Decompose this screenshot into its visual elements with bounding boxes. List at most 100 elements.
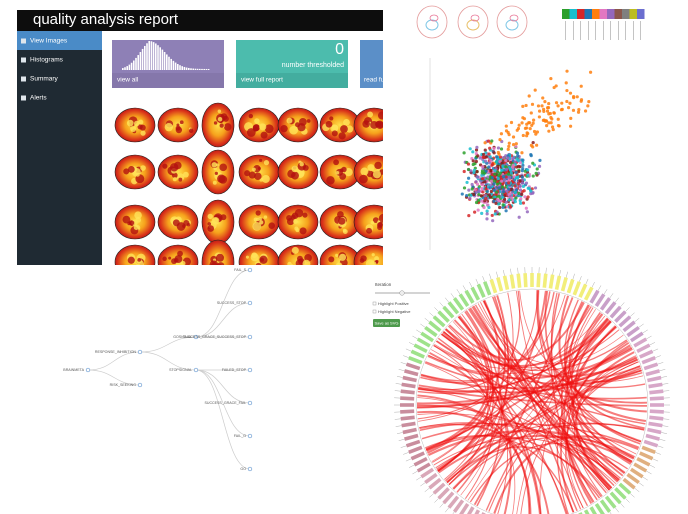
chord-segment[interactable] — [647, 375, 662, 383]
chord-segment[interactable] — [466, 506, 475, 514]
chord-segment[interactable] — [589, 289, 600, 304]
chord-segment[interactable] — [516, 273, 522, 288]
chord-segment[interactable] — [437, 310, 450, 323]
chord-segment[interactable] — [647, 427, 662, 435]
chord-segment[interactable] — [629, 467, 644, 479]
tree-node[interactable] — [247, 267, 253, 273]
chord-segment[interactable] — [416, 462, 431, 473]
chord-segment[interactable] — [459, 502, 470, 514]
chord-segment[interactable] — [645, 433, 660, 441]
chord-segment[interactable] — [408, 445, 423, 454]
chord-segment[interactable] — [428, 477, 442, 490]
card-link[interactable]: read full — [364, 77, 388, 84]
chord-segment[interactable] — [424, 325, 438, 338]
chord-segment[interactable] — [622, 320, 636, 333]
chord-segment[interactable] — [502, 275, 510, 290]
sidebar-item[interactable]: View Images — [30, 38, 68, 45]
chord-segment[interactable] — [578, 283, 588, 298]
chord-segment[interactable] — [649, 415, 664, 421]
chord-segment[interactable] — [447, 301, 460, 315]
chord-segment[interactable] — [560, 277, 568, 292]
chord-segment[interactable] — [424, 472, 438, 485]
chord-segment[interactable] — [583, 286, 594, 301]
chord-segment[interactable] — [408, 356, 423, 365]
tree-node[interactable] — [193, 367, 199, 373]
chord-segment[interactable] — [604, 495, 617, 509]
chord-segment[interactable] — [609, 491, 622, 505]
chord-segment[interactable] — [437, 487, 450, 500]
chord-segment[interactable] — [618, 482, 632, 495]
chord-segment[interactable] — [554, 275, 562, 290]
chord-segment[interactable] — [405, 362, 421, 371]
chord-segment[interactable] — [649, 396, 664, 401]
tree-node[interactable] — [137, 382, 143, 388]
chord-segment[interactable] — [405, 439, 421, 448]
chord-segment[interactable] — [614, 487, 627, 500]
chord-segment[interactable] — [633, 337, 648, 348]
chord-segment[interactable] — [583, 509, 592, 514]
chord-segment[interactable] — [604, 301, 617, 315]
tree-node[interactable] — [247, 367, 253, 373]
chord-segment[interactable] — [643, 439, 659, 448]
chord-segment[interactable] — [472, 509, 481, 514]
chord-segment[interactable] — [496, 277, 504, 292]
chord-segment[interactable] — [413, 343, 428, 354]
chord-segment[interactable] — [458, 293, 470, 308]
tree-node[interactable] — [247, 334, 253, 340]
chord-segment[interactable] — [626, 325, 640, 338]
chord-segment[interactable] — [489, 278, 498, 294]
chord-segment[interactable] — [648, 421, 663, 428]
chord-segment[interactable] — [402, 427, 417, 435]
chord-segment[interactable] — [645, 369, 660, 377]
chord-segment[interactable] — [614, 310, 627, 323]
chord-segment[interactable] — [452, 297, 465, 311]
chord-segment[interactable] — [618, 315, 632, 328]
checkbox[interactable] — [372, 301, 377, 306]
chord-segment[interactable] — [410, 349, 425, 359]
chord-segment[interactable] — [649, 389, 664, 395]
chord-segment[interactable] — [400, 389, 415, 395]
save-button[interactable] — [373, 319, 400, 327]
chord-segment[interactable] — [400, 396, 415, 401]
chord-segment[interactable] — [420, 467, 435, 479]
chord-segment[interactable] — [636, 456, 651, 467]
tree-node[interactable] — [137, 349, 143, 355]
chord-segment[interactable] — [483, 281, 492, 296]
chord-segment[interactable] — [470, 286, 481, 301]
chord-segment[interactable] — [402, 375, 417, 383]
chord-segment[interactable] — [639, 451, 654, 461]
chord-segment[interactable] — [509, 274, 516, 289]
chord-segment[interactable] — [432, 482, 446, 495]
chord-segment[interactable] — [416, 337, 431, 348]
chord-segment[interactable] — [447, 495, 460, 509]
chord-segment[interactable] — [626, 472, 640, 485]
tree-node[interactable] — [247, 433, 253, 439]
chord-segment[interactable] — [599, 297, 612, 311]
chord-segment[interactable] — [420, 331, 435, 343]
card-summary[interactable] — [360, 40, 383, 88]
card-link[interactable]: view all — [117, 77, 139, 84]
chord-segment[interactable] — [589, 506, 598, 514]
chord-segment[interactable] — [464, 289, 475, 304]
slider-handle[interactable] — [399, 290, 405, 296]
chord-segment[interactable] — [400, 409, 415, 414]
sidebar-item[interactable]: Histograms — [30, 57, 64, 64]
tree-node[interactable] — [247, 300, 253, 306]
chord-segment[interactable] — [401, 382, 416, 389]
chord-segment[interactable] — [641, 356, 656, 365]
chord-segment[interactable] — [622, 477, 636, 490]
chord-segment[interactable] — [542, 273, 548, 288]
chord-segment[interactable] — [452, 499, 465, 513]
chord-segment[interactable] — [442, 491, 455, 505]
chord-segment[interactable] — [401, 421, 416, 428]
sidebar-item[interactable]: Summary — [30, 76, 59, 83]
chord-segment[interactable] — [594, 502, 605, 514]
chord-segment[interactable] — [641, 445, 656, 454]
chord-segment[interactable] — [572, 281, 581, 296]
chord-segment[interactable] — [410, 451, 425, 461]
chord-segment[interactable] — [629, 331, 644, 343]
chord-segment[interactable] — [432, 315, 446, 328]
sidebar-item[interactable]: Alerts — [30, 95, 47, 102]
chord-segment[interactable] — [476, 283, 486, 298]
chord-segment[interactable] — [442, 305, 455, 319]
